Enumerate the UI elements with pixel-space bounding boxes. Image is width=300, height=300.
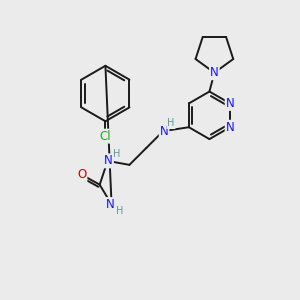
Text: H: H xyxy=(167,118,175,128)
Text: N: N xyxy=(210,66,219,79)
Text: O: O xyxy=(77,168,86,181)
Text: N: N xyxy=(106,198,115,211)
Text: N: N xyxy=(160,125,169,138)
Text: N: N xyxy=(226,97,234,110)
Text: H: H xyxy=(116,206,123,216)
Text: H: H xyxy=(113,149,120,159)
Text: N: N xyxy=(104,154,113,167)
Text: N: N xyxy=(226,121,234,134)
Text: Cl: Cl xyxy=(100,130,111,142)
